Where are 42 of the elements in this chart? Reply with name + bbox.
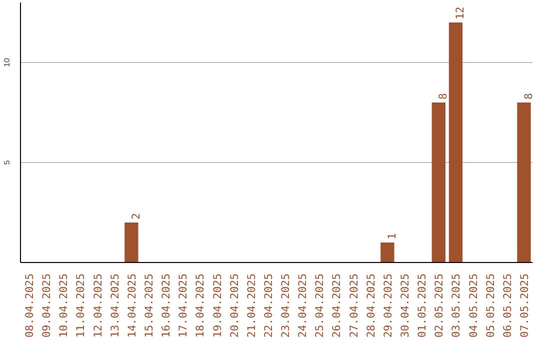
x-tick-label: 10.04.2025 (57, 274, 70, 338)
x-tick-label: 08.04.2025 (23, 274, 36, 338)
data-label: 1 (385, 233, 398, 240)
x-tick-label: 04.05.2025 (466, 274, 480, 338)
x-tick-label: 05.05.2025 (484, 274, 497, 338)
x-tick-label: 27.04.2025 (347, 274, 360, 338)
x-tick-label: 14.04.2025 (125, 274, 138, 338)
x-tick-label: 18.04.2025 (194, 274, 207, 338)
x-tick-label: 29.04.2025 (381, 274, 394, 338)
x-tick-label: 20.04.2025 (228, 274, 241, 338)
x-tick-label: 26.04.2025 (330, 274, 344, 338)
x-tick-label: 15.04.2025 (142, 274, 156, 338)
bar (517, 102, 531, 262)
x-tick-label: 23.04.2025 (279, 274, 292, 338)
y-tick-label: 5 (2, 160, 12, 165)
x-tick-label: 03.05.2025 (450, 274, 463, 338)
x-tick-label: 09.04.2025 (40, 274, 54, 338)
x-tick-label: 16.04.2025 (160, 274, 173, 338)
y-tick-label: 10 (2, 58, 12, 67)
bar (448, 22, 463, 262)
bar (380, 242, 394, 262)
x-tick-label: 24.04.2025 (296, 274, 310, 338)
x-tick-label: 01.05.2025 (416, 274, 429, 338)
x-tick-label: 07.05.2025 (518, 274, 531, 338)
data-label: 2 (129, 213, 142, 220)
x-tick-label: 22.04.2025 (262, 274, 275, 338)
bar (124, 222, 138, 262)
data-label: 12 (454, 6, 467, 20)
x-tick-label: 25.04.2025 (313, 274, 326, 338)
bar (432, 102, 446, 262)
x-tick-label: 21.04.2025 (244, 274, 258, 338)
x-tick-label: 02.05.2025 (432, 274, 446, 338)
x-tick-label: 13.04.2025 (108, 274, 122, 338)
data-label: 8 (522, 93, 535, 100)
x-tick-label: 19.04.2025 (210, 274, 224, 338)
x-tick-label: 06.05.2025 (500, 274, 514, 338)
x-tick-label: 12.04.2025 (91, 274, 104, 338)
data-label: 8 (436, 93, 450, 100)
x-tick-label: 28.04.2025 (364, 274, 378, 338)
x-tick-label: 11.04.2025 (74, 274, 88, 338)
x-tick-label: 17.04.2025 (176, 274, 190, 338)
x-tick-label: 30.04.2025 (398, 274, 412, 338)
